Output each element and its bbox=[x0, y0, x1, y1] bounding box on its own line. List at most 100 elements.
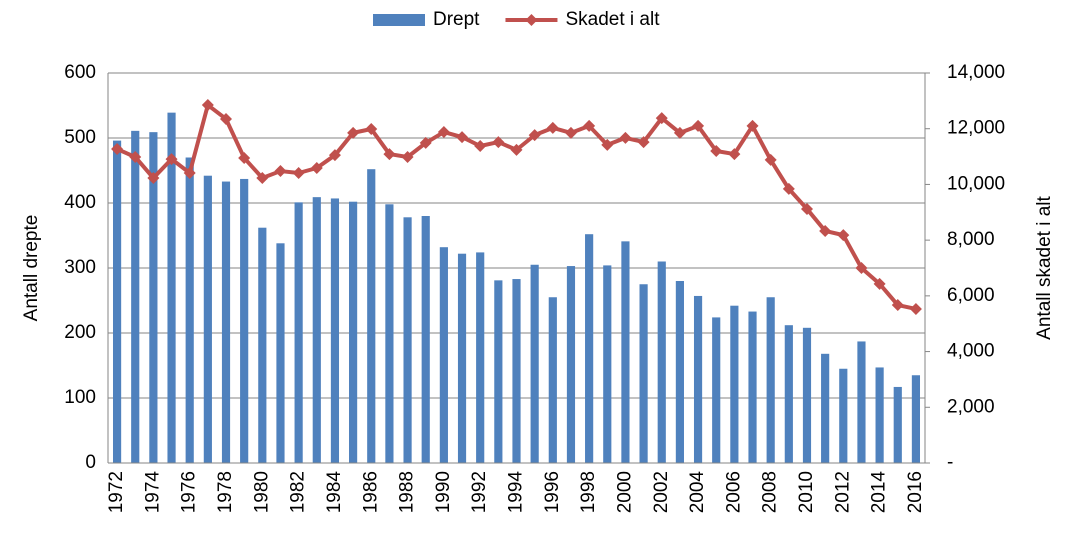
line-marker bbox=[837, 229, 850, 242]
bar bbox=[476, 252, 485, 463]
line-marker bbox=[782, 182, 795, 195]
bar bbox=[240, 178, 249, 463]
x-tick-label: 1992 bbox=[469, 471, 490, 513]
line-marker bbox=[764, 153, 777, 166]
line-marker bbox=[583, 119, 596, 132]
bar bbox=[276, 243, 285, 463]
line-marker bbox=[347, 126, 360, 139]
line-marker bbox=[383, 148, 396, 161]
legend-label: Drept bbox=[433, 9, 480, 30]
bar bbox=[784, 325, 793, 463]
bar bbox=[603, 265, 612, 463]
line-marker bbox=[601, 138, 614, 151]
bar bbox=[839, 368, 848, 463]
bar bbox=[639, 284, 648, 463]
bar bbox=[330, 198, 340, 463]
y-tick-label: 500 bbox=[64, 127, 96, 148]
x-tick-label: 2000 bbox=[614, 471, 635, 513]
y2-tick-label: 10,000 bbox=[947, 173, 1005, 194]
line-marker bbox=[619, 131, 632, 144]
x-tick-label: 1972 bbox=[106, 471, 127, 513]
y2-tick-label: 12,000 bbox=[947, 118, 1005, 139]
line-marker bbox=[419, 136, 432, 149]
bar bbox=[185, 157, 194, 463]
bar bbox=[403, 217, 412, 463]
x-tick-label: 1984 bbox=[324, 471, 345, 514]
x-tick-label: 1996 bbox=[542, 471, 563, 513]
bar bbox=[294, 202, 303, 463]
line-marker bbox=[256, 172, 269, 185]
line-marker bbox=[800, 202, 813, 215]
x-tick-label: 1982 bbox=[288, 471, 309, 513]
bar bbox=[439, 247, 448, 463]
x-tick-label: 1990 bbox=[433, 471, 454, 513]
y2-axis-title: Antall skadet i alt bbox=[1034, 195, 1055, 339]
legend-label: Skadet i alt bbox=[565, 9, 660, 30]
bar bbox=[385, 204, 394, 464]
x-tick-label: 2004 bbox=[687, 471, 708, 514]
bar bbox=[548, 297, 557, 463]
y2-tick-label: - bbox=[947, 452, 953, 473]
legend-swatch bbox=[373, 14, 425, 26]
y-tick-label: 0 bbox=[85, 452, 96, 473]
y2-tick-label: 2,000 bbox=[947, 396, 995, 417]
bar bbox=[312, 197, 321, 463]
bar bbox=[258, 227, 267, 463]
bar bbox=[530, 264, 539, 463]
bar bbox=[730, 305, 739, 463]
bar bbox=[421, 216, 430, 463]
y-tick-label: 600 bbox=[64, 62, 96, 83]
bar bbox=[712, 317, 721, 463]
x-tick-label: 2008 bbox=[760, 471, 781, 513]
y2-tick-label: 14,000 bbox=[947, 62, 1005, 83]
x-tick-label: 2014 bbox=[869, 471, 890, 514]
x-tick-label: 1978 bbox=[215, 471, 236, 513]
line-marker bbox=[637, 136, 650, 149]
y-tick-label: 100 bbox=[64, 387, 96, 408]
line-marker bbox=[292, 167, 305, 180]
line-marker bbox=[873, 277, 886, 290]
line-marker bbox=[510, 143, 523, 156]
bar bbox=[911, 375, 921, 463]
bar bbox=[621, 241, 630, 463]
line-marker bbox=[437, 126, 450, 139]
line-marker bbox=[129, 150, 142, 163]
line-marker bbox=[891, 299, 904, 312]
line-marker bbox=[456, 131, 469, 144]
line-marker bbox=[909, 302, 922, 315]
line bbox=[116, 103, 917, 311]
bar bbox=[857, 341, 866, 463]
bar bbox=[875, 367, 884, 463]
line-marker bbox=[492, 136, 505, 149]
x-tick-label: 1988 bbox=[397, 471, 418, 513]
line-marker bbox=[564, 126, 577, 139]
bar bbox=[657, 261, 666, 463]
bar bbox=[802, 327, 812, 463]
line-marker bbox=[855, 262, 868, 274]
line-marker bbox=[692, 119, 705, 132]
line-marker bbox=[655, 112, 668, 125]
line-marker bbox=[183, 167, 196, 180]
bar bbox=[149, 132, 158, 463]
bar bbox=[675, 281, 684, 463]
line-marker bbox=[474, 139, 487, 152]
x-tick-label: 2016 bbox=[905, 471, 926, 513]
bar bbox=[766, 297, 775, 463]
bar bbox=[167, 112, 176, 464]
y2-tick-label: 4,000 bbox=[947, 341, 995, 362]
bar bbox=[821, 353, 830, 463]
line-marker bbox=[710, 145, 723, 157]
y-tick-label: 400 bbox=[64, 192, 96, 213]
bar bbox=[693, 295, 703, 463]
bar bbox=[512, 279, 521, 463]
bar bbox=[457, 253, 467, 463]
line-marker bbox=[365, 122, 378, 135]
line-marker bbox=[401, 150, 414, 163]
x-tick-label: 1974 bbox=[142, 471, 163, 514]
x-tick-label: 1998 bbox=[578, 471, 599, 513]
x-tick-label: 2006 bbox=[723, 471, 744, 513]
line-marker bbox=[147, 172, 160, 185]
line-marker bbox=[328, 149, 341, 162]
line-marker bbox=[238, 151, 251, 164]
